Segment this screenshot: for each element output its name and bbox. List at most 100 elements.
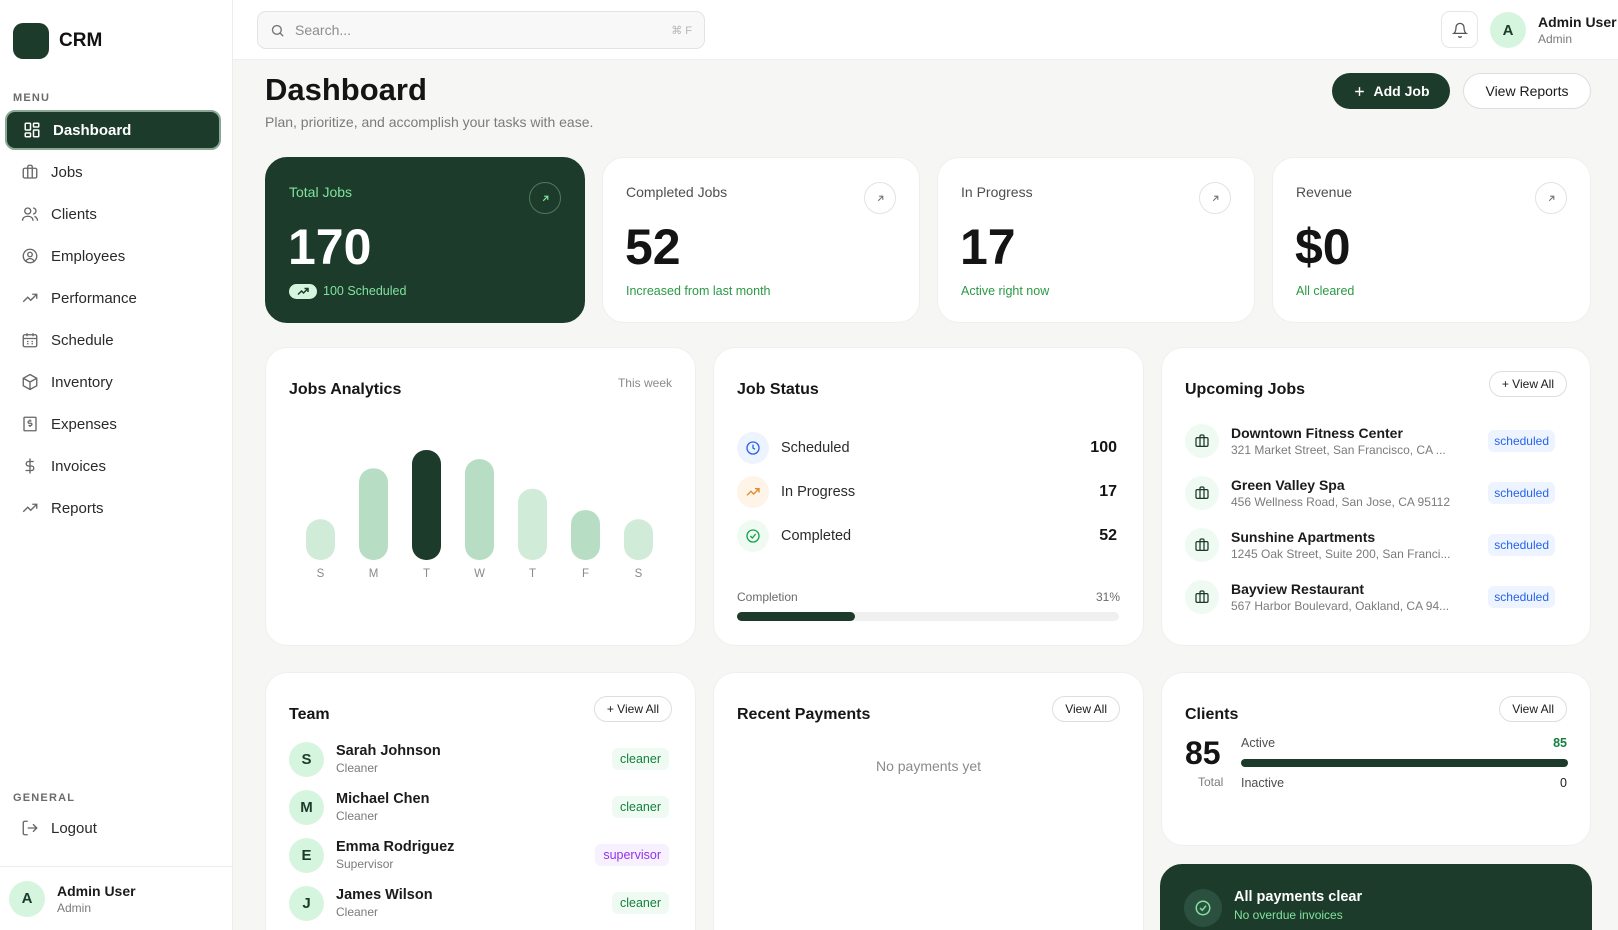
sidebar-item-label: Employees bbox=[51, 247, 126, 265]
trending-up-icon bbox=[289, 284, 317, 300]
check-circle-icon bbox=[1184, 889, 1222, 927]
view-reports-button[interactable]: View Reports bbox=[1463, 73, 1591, 109]
sidebar-item-performance[interactable]: Performance bbox=[5, 278, 221, 318]
sidebar-item-employees[interactable]: Employees bbox=[5, 236, 221, 276]
view-all-button[interactable]: View All bbox=[1052, 696, 1120, 722]
chart-bar[interactable] bbox=[412, 450, 441, 560]
topbar-user[interactable]: A Admin User Admin bbox=[1490, 12, 1617, 48]
view-all-button[interactable]: + View All bbox=[1488, 371, 1567, 397]
upcoming-job-row[interactable]: Green Valley Spa 456 Wellness Road, San J… bbox=[1185, 471, 1555, 515]
stat-card-total-jobs[interactable]: Total Jobs 170 100 Scheduled bbox=[265, 157, 585, 323]
chart-bar[interactable] bbox=[359, 468, 388, 560]
status-row-scheduled[interactable]: Scheduled 100 bbox=[737, 432, 1117, 464]
arrow-up-right-icon bbox=[1548, 195, 1554, 201]
team-member-row[interactable]: M Michael Chen Cleaner cleaner bbox=[289, 787, 669, 827]
view-all-button[interactable]: + View All bbox=[593, 696, 672, 722]
user-role: Admin bbox=[57, 900, 92, 915]
team-member-row[interactable]: E Emma Rodriguez Supervisor supervisor bbox=[289, 835, 669, 875]
search-icon bbox=[271, 24, 284, 37]
search-box[interactable]: ⌘ F bbox=[257, 11, 705, 49]
status-label: In Progress bbox=[781, 484, 856, 500]
sidebar-item-jobs[interactable]: Jobs bbox=[5, 152, 221, 192]
card-title: Recent Payments bbox=[737, 706, 871, 723]
chart-bar[interactable] bbox=[624, 519, 653, 560]
briefcase-icon bbox=[1185, 580, 1219, 614]
upcoming-job-row[interactable]: Bayview Restaurant 567 Harbor Boulevard, … bbox=[1185, 575, 1555, 619]
search-input[interactable] bbox=[295, 22, 662, 38]
period-label[interactable]: This week bbox=[617, 376, 672, 390]
arrow-up-right-icon bbox=[1212, 195, 1218, 201]
chart-bar[interactable] bbox=[571, 510, 600, 560]
job-address: 567 Harbor Boulevard, Oakland, CA 94... bbox=[1231, 599, 1450, 613]
view-all-button[interactable]: View All bbox=[1499, 696, 1567, 722]
member-role: Cleaner bbox=[336, 809, 379, 823]
bell-icon bbox=[1451, 22, 1468, 38]
open-button[interactable] bbox=[864, 182, 896, 214]
logout-label: Logout bbox=[51, 819, 97, 837]
open-button[interactable] bbox=[529, 182, 561, 214]
notifications-button[interactable] bbox=[1441, 11, 1478, 48]
package-icon bbox=[22, 373, 38, 391]
dollar-icon bbox=[25, 458, 35, 474]
sidebar-item-dashboard[interactable]: Dashboard bbox=[5, 110, 221, 150]
sidebar-item-label: Dashboard bbox=[53, 121, 132, 139]
status-row-completed[interactable]: Completed 52 bbox=[737, 520, 1117, 552]
avatar: A bbox=[9, 880, 45, 917]
trending-up-icon bbox=[22, 293, 38, 303]
page-title: Dashboard bbox=[265, 72, 427, 107]
brand[interactable]: CRM bbox=[13, 23, 102, 59]
add-job-button[interactable]: Add Job bbox=[1332, 73, 1450, 109]
member-name: James Wilson bbox=[336, 887, 433, 903]
users-icon bbox=[21, 207, 39, 221]
stat-card-revenue[interactable]: Revenue $0 All cleared bbox=[1272, 157, 1591, 323]
chart-tick-label: T bbox=[423, 568, 430, 580]
stat-card-in-progress[interactable]: In Progress 17 Active right now bbox=[937, 157, 1255, 323]
chart-bar[interactable] bbox=[465, 459, 494, 560]
role-badge: cleaner bbox=[612, 892, 669, 914]
empty-state: No payments yet bbox=[875, 758, 982, 774]
job-name: Sunshine Apartments bbox=[1231, 529, 1376, 545]
banner-title: All payments clear bbox=[1234, 889, 1363, 905]
user-name: Admin User bbox=[57, 882, 136, 899]
active-label: Active bbox=[1241, 736, 1276, 750]
sidebar-item-inventory[interactable]: Inventory bbox=[5, 362, 221, 402]
open-button[interactable] bbox=[1199, 182, 1231, 214]
team-member-row[interactable]: S Sarah Johnson Cleaner cleaner bbox=[289, 739, 669, 779]
chart-bar[interactable] bbox=[306, 519, 335, 560]
sidebar-item-label: Inventory bbox=[51, 373, 113, 391]
team-card: Team + View All S Sarah Johnson Cleaner c… bbox=[265, 672, 696, 930]
sidebar-item-reports[interactable]: Reports bbox=[5, 488, 221, 528]
chart-bar[interactable] bbox=[518, 488, 547, 560]
status-badge: scheduled bbox=[1488, 534, 1555, 556]
completion-progress-fill bbox=[737, 612, 856, 621]
status-label: Scheduled bbox=[781, 440, 850, 456]
trending-up-icon bbox=[737, 476, 769, 508]
upcoming-job-row[interactable]: Sunshine Apartments 1245 Oak Street, Suit… bbox=[1185, 523, 1555, 567]
status-row-in-progress[interactable]: In Progress 17 bbox=[737, 476, 1117, 508]
upcoming-job-row[interactable]: Downtown Fitness Center 321 Market Street… bbox=[1185, 419, 1555, 463]
plus-icon bbox=[1354, 86, 1364, 96]
stat-card-completed-jobs[interactable]: Completed Jobs 52 Increased from last mo… bbox=[602, 157, 920, 323]
sidebar-item-expenses[interactable]: Expenses bbox=[5, 404, 221, 444]
logout-button[interactable]: Logout bbox=[5, 808, 221, 848]
logout-section: Logout bbox=[5, 808, 221, 850]
job-address: 321 Market Street, San Francisco, CA ... bbox=[1231, 443, 1446, 457]
role-badge: cleaner bbox=[612, 796, 669, 818]
job-status-card: Job Status Scheduled 100 In Progress 17 … bbox=[713, 347, 1144, 646]
stat-note: Increased from last month bbox=[626, 284, 771, 298]
role-badge: supervisor bbox=[595, 844, 669, 866]
brand-name: CRM bbox=[59, 30, 103, 51]
open-button[interactable] bbox=[1535, 182, 1567, 214]
team-member-row[interactable]: J James Wilson Cleaner cleaner bbox=[289, 883, 669, 923]
general-section-label: GENERAL bbox=[13, 792, 76, 804]
inactive-label: Inactive bbox=[1241, 776, 1285, 790]
job-name: Green Valley Spa bbox=[1231, 477, 1345, 493]
sidebar-user[interactable]: A Admin User Admin bbox=[0, 866, 233, 930]
sidebar-item-label: Reports bbox=[51, 499, 104, 517]
chart-tick-label: S bbox=[635, 568, 643, 580]
card-title: Clients bbox=[1185, 706, 1239, 723]
sidebar-item-schedule[interactable]: Schedule bbox=[5, 320, 221, 360]
sidebar-item-invoices[interactable]: Invoices bbox=[5, 446, 221, 486]
sidebar-item-clients[interactable]: Clients bbox=[5, 194, 221, 234]
